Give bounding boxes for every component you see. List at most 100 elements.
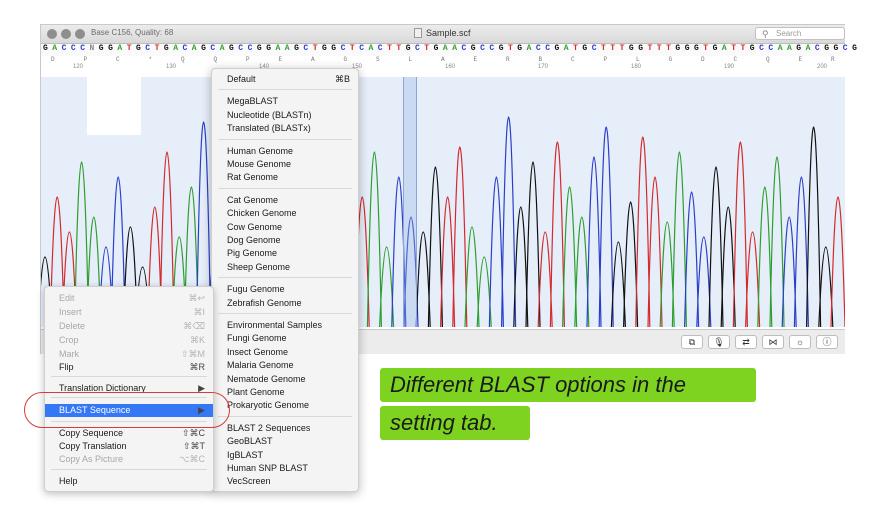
base-letter[interactable]: C [145, 44, 151, 53]
context-menu-item[interactable]: BLAST Sequence ▶ [45, 404, 213, 417]
base-letter[interactable]: N [89, 44, 95, 53]
close-window-button[interactable] [47, 29, 57, 39]
base-letter[interactable]: G [582, 44, 588, 53]
base-letter[interactable]: T [349, 44, 355, 53]
base-letter[interactable]: A [563, 44, 569, 53]
base-letter[interactable]: C [545, 44, 550, 53]
base-letter[interactable]: G [405, 44, 411, 53]
blast-option[interactable]: Malaria Genome [212, 359, 358, 372]
base-letter[interactable]: C [377, 44, 383, 53]
base-letter[interactable]: G [294, 44, 299, 53]
chromatogram-canvas[interactable] [41, 77, 845, 327]
base-letter[interactable]: T [647, 44, 653, 53]
blast-option[interactable]: BLAST 2 Sequences [212, 422, 358, 435]
base-letter[interactable]: G [833, 44, 839, 53]
base-letter[interactable]: C [182, 44, 188, 53]
base-letter[interactable]: T [740, 44, 746, 53]
blast-option[interactable]: Pig Genome [212, 247, 358, 260]
base-letter[interactable]: G [694, 44, 699, 53]
context-menu-item[interactable]: Copy Sequence ⇧⌘C [45, 427, 213, 440]
base-letter[interactable]: G [433, 44, 439, 53]
base-letter[interactable]: G [43, 44, 48, 53]
base-letter[interactable]: C [842, 44, 848, 53]
base-letter[interactable]: C [591, 44, 597, 53]
blast-option[interactable]: GeoBLAST [212, 435, 358, 448]
context-menu-item[interactable]: Translation Dictionary ▶ [45, 382, 213, 395]
base-letter[interactable]: A [117, 44, 123, 53]
base-letter[interactable]: G [675, 44, 681, 53]
base-letter[interactable]: T [731, 44, 736, 53]
blast-option[interactable]: Cat Genome [212, 194, 358, 207]
blast-option[interactable]: Environmental Samples [212, 319, 358, 332]
blast-option[interactable]: Fungi Genome [212, 332, 358, 345]
base-letter[interactable]: C [61, 44, 67, 53]
base-letter[interactable]: T [312, 44, 318, 53]
blast-option[interactable]: Human Genome [212, 145, 358, 158]
blast-option[interactable]: VecScreen [212, 475, 358, 488]
base-letter[interactable]: A [452, 44, 457, 53]
base-letter[interactable]: G [628, 44, 634, 53]
base-letter[interactable]: T [601, 44, 606, 53]
base-letter[interactable]: G [712, 44, 718, 53]
minimize-window-button[interactable] [61, 29, 71, 39]
blast-option[interactable]: Nematode Genome [212, 373, 358, 386]
base-letter[interactable]: G [229, 44, 234, 53]
base-letter[interactable]: A [191, 44, 197, 53]
blast-option[interactable]: Default ⌘B [212, 73, 358, 86]
blast-option[interactable]: Chicken Genome [212, 207, 358, 220]
base-letter[interactable]: C [247, 44, 253, 53]
bowtie-icon[interactable]: ⋈ [762, 335, 784, 349]
blast-option[interactable]: Rat Genome [212, 171, 358, 184]
base-letter[interactable]: A [787, 44, 792, 53]
base-letter[interactable]: G [470, 44, 476, 53]
base-letter[interactable]: G [322, 44, 327, 53]
search-field[interactable]: ⚲ Search [755, 27, 845, 40]
base-letter[interactable]: T [703, 44, 709, 53]
base-letter[interactable]: G [256, 44, 262, 53]
base-letter[interactable]: A [275, 44, 281, 53]
blast-option[interactable]: Prokaryotic Genome [212, 399, 358, 412]
base-letter[interactable]: G [498, 44, 504, 53]
blast-option[interactable]: Insect Genome [212, 346, 358, 359]
blast-option[interactable]: Mouse Genome [212, 158, 358, 171]
info-icon[interactable]: ⓘ [816, 335, 838, 349]
base-letter[interactable]: C [814, 44, 820, 53]
copy-icon[interactable]: ⧉ [681, 335, 703, 349]
blast-option[interactable]: Zebrafish Genome [212, 297, 358, 310]
base-letter[interactable]: C [768, 44, 774, 53]
base-letter[interactable]: C [80, 44, 85, 53]
base-letter[interactable]: G [266, 44, 271, 53]
blast-option[interactable]: IgBLAST [212, 449, 358, 462]
blast-option[interactable]: Fugu Genome [212, 283, 358, 296]
context-menu-item[interactable]: Flip ⌘R [45, 361, 213, 374]
zoom-window-button[interactable] [75, 29, 85, 39]
base-letter[interactable]: G [98, 44, 104, 53]
base-letter[interactable]: A [805, 44, 811, 53]
base-letter[interactable]: T [610, 44, 616, 53]
base-letter[interactable]: C [210, 44, 216, 53]
base-letter[interactable]: T [424, 44, 430, 53]
base-letter[interactable]: G [852, 44, 857, 53]
base-letter[interactable]: G [108, 44, 113, 53]
base-letter[interactable]: G [517, 44, 523, 53]
base-letter[interactable]: C [359, 44, 364, 53]
base-letter[interactable]: T [619, 44, 625, 53]
base-letter[interactable]: A [284, 44, 290, 53]
blast-option[interactable]: MegaBLAST [212, 95, 358, 108]
context-menu-item[interactable]: Copy Translation ⇧⌘T [45, 440, 213, 453]
base-letter[interactable]: C [238, 44, 244, 53]
base-letter[interactable]: C [70, 44, 76, 53]
blast-option[interactable]: Dog Genome [212, 234, 358, 247]
base-letter[interactable]: G [554, 44, 560, 53]
base-letter[interactable]: T [508, 44, 513, 53]
blast-option[interactable]: Cow Genome [212, 221, 358, 234]
base-letter[interactable]: A [173, 44, 178, 53]
base-letter[interactable]: T [396, 44, 402, 53]
blast-option[interactable]: Sheep Genome [212, 261, 358, 274]
base-letter[interactable]: A [219, 44, 225, 53]
base-letter[interactable]: G [201, 44, 206, 53]
base-letter[interactable]: T [666, 44, 671, 53]
base-letter[interactable]: A [526, 44, 532, 53]
blast-option[interactable]: Nucleotide (BLASTn) [212, 109, 358, 122]
